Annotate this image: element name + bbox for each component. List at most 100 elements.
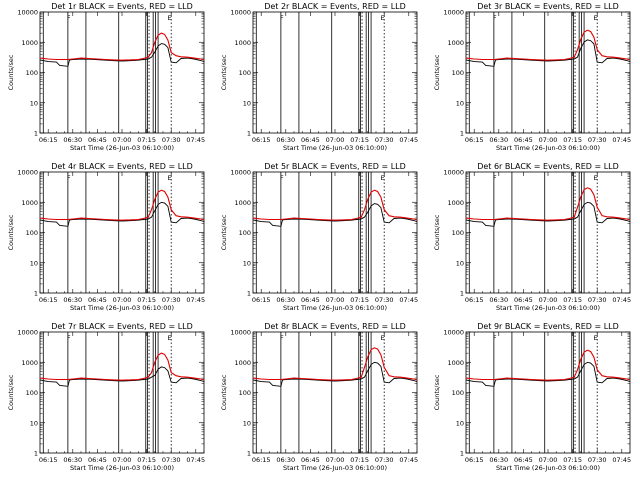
panel-title: Det 6r BLACK = Events, RED = LLD bbox=[477, 162, 619, 171]
x-tick-label: 06:30 bbox=[63, 456, 82, 464]
plot-frame bbox=[465, 331, 631, 454]
y-axis-label: Counts/sec bbox=[7, 374, 15, 410]
x-tick-label: 06:30 bbox=[63, 296, 82, 304]
panel-title: Det 7r BLACK = Events, RED = LLD bbox=[51, 322, 193, 331]
x-tick-label: 07:15 bbox=[350, 456, 369, 464]
y-tick-label: 10000 bbox=[230, 169, 251, 177]
flag-label: F bbox=[493, 334, 497, 342]
y-tick-label: 10000 bbox=[17, 9, 38, 17]
flag-label: F bbox=[493, 174, 497, 182]
x-tick-label: 07:45 bbox=[186, 456, 205, 464]
series-lld-line bbox=[465, 349, 631, 381]
y-tick-label: 10 bbox=[456, 99, 464, 107]
panel-title: Det 5r BLACK = Events, RED = LLD bbox=[264, 162, 406, 171]
y-tick-label: 100 bbox=[26, 69, 38, 77]
x-tick-label: 07:30 bbox=[162, 136, 181, 144]
panel-title: Det 3r BLACK = Events, RED = LLD bbox=[477, 2, 619, 11]
y-tick-label: 10 bbox=[30, 419, 38, 427]
series-events-line bbox=[465, 39, 631, 67]
x-axis-label: Start Time (26-Jun-03 06:10:00) bbox=[496, 144, 600, 152]
plot-frame bbox=[465, 171, 631, 294]
y-tick-label: 100 bbox=[26, 389, 38, 397]
y-tick-label: 10000 bbox=[17, 169, 38, 177]
y-tick-label: 1 bbox=[247, 450, 251, 458]
panel-det-1r: Det 1r BLACK = Events, RED = LLD 1 10 100 10… bbox=[7, 2, 205, 152]
panel-det-9r: Det 9r BLACK = Events, RED = LLD 1 10 100 10… bbox=[433, 322, 631, 472]
series-events-line bbox=[252, 203, 418, 227]
y-tick-label: 10000 bbox=[230, 9, 251, 17]
x-tick-label: 06:15 bbox=[252, 296, 271, 304]
x-axis-label: Start Time (26-Jun-03 06:10:00) bbox=[70, 304, 174, 312]
flag-label: E bbox=[594, 14, 598, 22]
y-tick-label: 1000 bbox=[447, 199, 464, 207]
x-tick-label: 07:15 bbox=[563, 136, 582, 144]
x-tick-label: 07:00 bbox=[326, 456, 345, 464]
x-tick-label: 07:00 bbox=[539, 136, 558, 144]
y-tick-label: 10 bbox=[243, 419, 251, 427]
x-axis-label: Start Time (26-Jun-03 06:10:00) bbox=[70, 464, 174, 472]
y-tick-label: 1 bbox=[247, 130, 251, 138]
x-tick-label: 07:15 bbox=[563, 456, 582, 464]
x-axis-label: Start Time (26-Jun-03 06:10:00) bbox=[70, 144, 174, 152]
series-lld-line bbox=[39, 32, 205, 61]
x-tick-label: 07:00 bbox=[539, 456, 558, 464]
x-tick-label: 07:00 bbox=[539, 296, 558, 304]
flag-label: F bbox=[280, 334, 284, 342]
y-axis-label: Counts/sec bbox=[220, 374, 228, 410]
y-tick-label: 10 bbox=[30, 259, 38, 267]
plot-frame bbox=[252, 171, 418, 294]
x-axis-label: Start Time (26-Jun-03 06:10:00) bbox=[283, 144, 387, 152]
x-tick-label: 06:30 bbox=[276, 456, 295, 464]
series-events-line bbox=[39, 201, 205, 227]
x-tick-label: 07:00 bbox=[326, 296, 345, 304]
y-tick-label: 10 bbox=[243, 99, 251, 107]
y-tick-label: 100 bbox=[26, 229, 38, 237]
x-tick-label: 07:30 bbox=[375, 296, 394, 304]
flag-label: E bbox=[594, 334, 598, 342]
panel-title: Det 9r BLACK = Events, RED = LLD bbox=[477, 322, 619, 331]
x-tick-label: 07:15 bbox=[350, 296, 369, 304]
series-lld-line bbox=[465, 187, 631, 221]
y-tick-label: 1 bbox=[34, 130, 38, 138]
x-tick-label: 07:45 bbox=[186, 136, 205, 144]
y-axis-label: Counts/sec bbox=[433, 374, 441, 410]
y-axis-label: Counts/sec bbox=[220, 214, 228, 250]
x-tick-label: 07:30 bbox=[162, 456, 181, 464]
x-tick-label: 06:15 bbox=[252, 456, 271, 464]
x-tick-label: 07:30 bbox=[588, 456, 607, 464]
y-axis-label: Counts/sec bbox=[220, 54, 228, 90]
y-tick-label: 10000 bbox=[443, 9, 464, 17]
x-tick-label: 07:45 bbox=[399, 136, 418, 144]
panel-det-2r: Det 2r BLACK = Events, RED = LLD 1 10 100 10… bbox=[220, 2, 418, 152]
panel-det-8r: Det 8r BLACK = Events, RED = LLD 1 10 100 10… bbox=[220, 322, 418, 472]
x-tick-label: 06:30 bbox=[489, 296, 508, 304]
y-tick-label: 100 bbox=[452, 229, 464, 237]
x-tick-label: 06:45 bbox=[301, 456, 320, 464]
x-tick-label: 07:00 bbox=[326, 136, 345, 144]
panel-det-7r: Det 7r BLACK = Events, RED = LLD 1 10 100 10… bbox=[7, 322, 205, 472]
x-tick-label: 07:15 bbox=[350, 136, 369, 144]
series-events-line bbox=[39, 43, 205, 67]
y-tick-label: 1000 bbox=[234, 39, 251, 47]
x-tick-label: 06:15 bbox=[39, 296, 58, 304]
x-tick-label: 06:45 bbox=[514, 456, 533, 464]
x-tick-label: 06:45 bbox=[514, 136, 533, 144]
y-tick-label: 10 bbox=[456, 419, 464, 427]
x-tick-label: 06:15 bbox=[39, 136, 58, 144]
x-tick-label: 06:45 bbox=[514, 296, 533, 304]
flag-label: E bbox=[381, 14, 385, 22]
panel-title: Det 1r BLACK = Events, RED = LLD bbox=[51, 2, 193, 11]
y-axis-label: Counts/sec bbox=[433, 54, 441, 90]
flag-label: F bbox=[493, 14, 497, 22]
panel-det-4r: Det 4r BLACK = Events, RED = LLD 1 10 100 10… bbox=[7, 162, 205, 312]
panel-title: Det 8r BLACK = Events, RED = LLD bbox=[264, 322, 406, 331]
y-tick-label: 100 bbox=[452, 69, 464, 77]
x-tick-label: 06:45 bbox=[301, 296, 320, 304]
y-tick-label: 10 bbox=[456, 259, 464, 267]
x-tick-label: 07:30 bbox=[588, 136, 607, 144]
panel-title: Det 2r BLACK = Events, RED = LLD bbox=[264, 2, 406, 11]
x-tick-label: 07:15 bbox=[137, 456, 156, 464]
x-tick-label: 07:45 bbox=[186, 296, 205, 304]
x-tick-label: 07:15 bbox=[137, 136, 156, 144]
y-tick-label: 1 bbox=[460, 290, 464, 298]
